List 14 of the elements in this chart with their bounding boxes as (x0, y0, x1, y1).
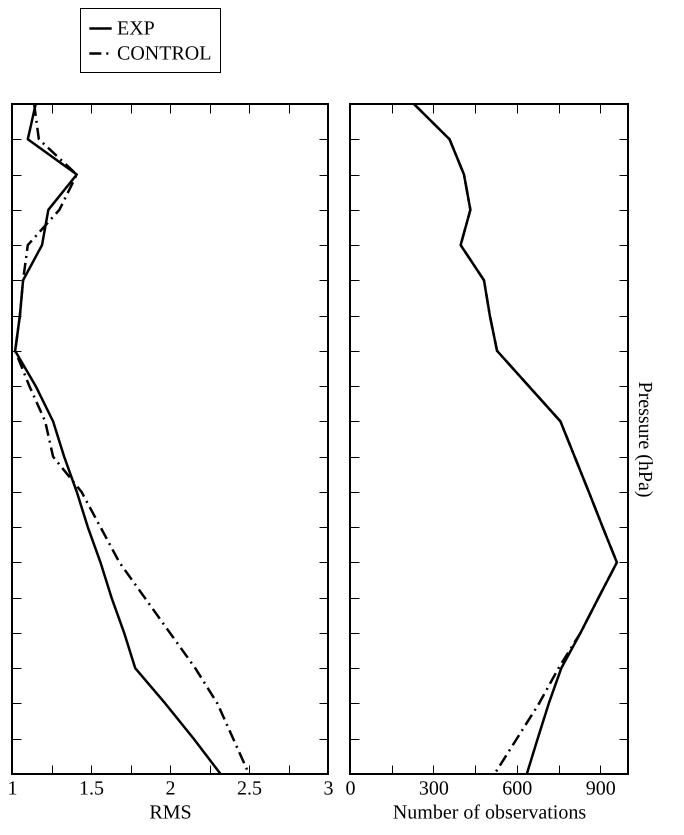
x-tick-label: 0 (346, 778, 356, 800)
x-tick-label: 2.5 (237, 778, 262, 800)
x-tick-label: 600 (502, 778, 532, 800)
legend-label: CONTROL (117, 42, 212, 64)
x-tick-label: 3 (324, 778, 334, 800)
y-axis-title: Pressure (hPa) (634, 381, 656, 498)
x-axis-title: RMS (149, 802, 192, 824)
x-tick-label: 2 (166, 778, 176, 800)
x-tick-label: 1.5 (79, 778, 104, 800)
x-tick-label: 900 (586, 778, 616, 800)
x-axis-title: Number of observations (392, 802, 586, 824)
x-tick-label: 300 (418, 778, 449, 800)
x-tick-label: 1 (8, 778, 18, 800)
legend-label: EXP (117, 18, 155, 40)
